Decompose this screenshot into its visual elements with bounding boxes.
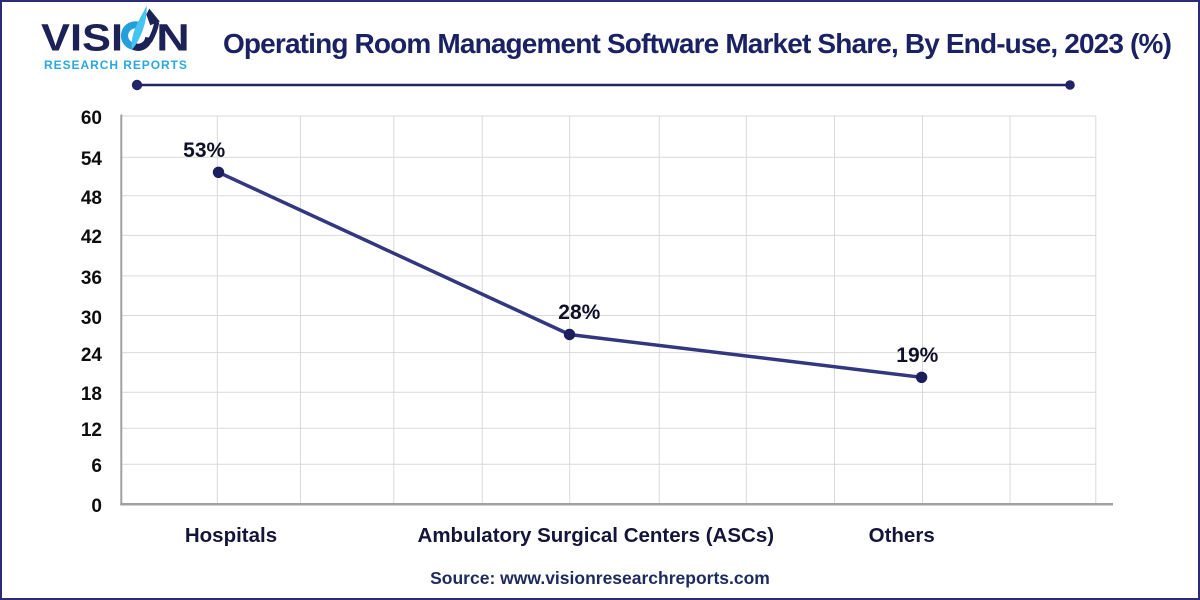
svg-text:N: N — [156, 16, 189, 58]
svg-text:VISI: VISI — [41, 17, 123, 59]
